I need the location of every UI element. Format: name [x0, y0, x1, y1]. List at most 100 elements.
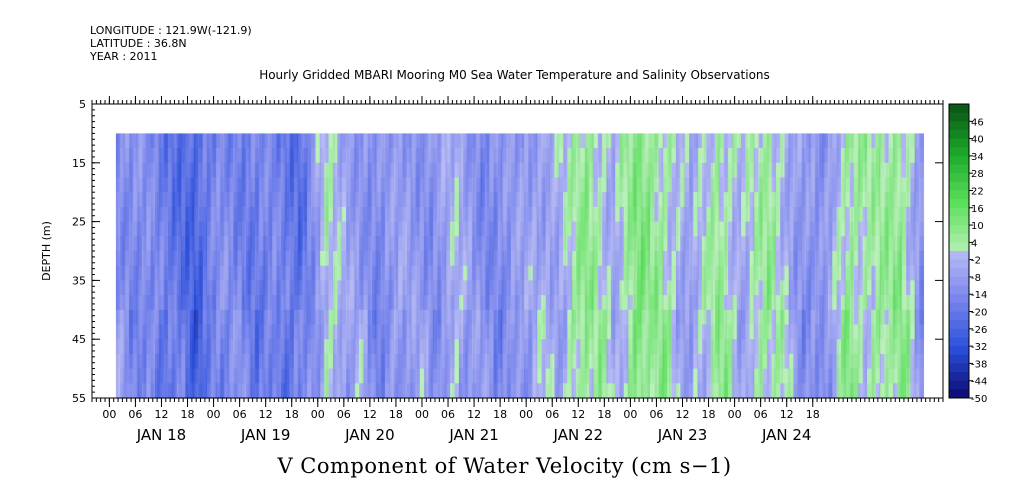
- colorbar-segment: [949, 190, 969, 200]
- colorbar-label: 28: [971, 169, 984, 180]
- colorbar-segment: [949, 155, 969, 166]
- colorbar-segment: [949, 242, 969, 252]
- x-tick-label: 18: [389, 408, 403, 421]
- colorbar-segment: [949, 320, 969, 330]
- x-tick-label: 00: [207, 408, 221, 421]
- x-tick-label: 06: [233, 408, 247, 421]
- chart-title: Hourly Gridded MBARI Mooring M0 Sea Wate…: [259, 68, 770, 82]
- x-tick-label: 18: [806, 408, 820, 421]
- y-tick-label: 35: [72, 274, 86, 287]
- colorbar-label: -14: [971, 290, 987, 301]
- colorbar-segment: [949, 294, 969, 304]
- x-tick-label: 06: [754, 408, 768, 421]
- x-tick-label: 06: [441, 408, 455, 421]
- colorbar-segment: [949, 285, 969, 295]
- heatmap-texture: [115, 133, 924, 398]
- x-tick-label: 06: [649, 408, 663, 421]
- colorbar-segment: [949, 380, 969, 390]
- x-day-label: JAN 23: [657, 426, 708, 444]
- main-label: V Component of Water Velocity (cm s−1): [277, 454, 732, 478]
- x-tick-label: 12: [467, 408, 481, 421]
- colorbar-segment: [949, 389, 969, 399]
- colorbar-segment: [949, 147, 969, 157]
- latitude-label: LATITUDE : 36.8N: [90, 37, 187, 50]
- x-day-label: JAN 18: [136, 426, 187, 444]
- x-tick-label: 18: [597, 408, 611, 421]
- x-tick-label: 00: [102, 408, 116, 421]
- colorbar-segment: [949, 173, 969, 183]
- colorbar-segment: [949, 216, 969, 226]
- colorbar-segment: [949, 181, 969, 191]
- year-label: YEAR : 2011: [90, 50, 158, 63]
- colorbar-segment: [949, 251, 969, 261]
- colorbar-label: -38: [971, 359, 987, 370]
- colorbar-segment: [949, 164, 969, 174]
- x-tick-label: 18: [702, 408, 716, 421]
- colorbar-label: -44: [971, 377, 987, 388]
- colorbar-label: -8: [971, 273, 981, 284]
- colorbar-segment: [949, 112, 969, 122]
- x-tick-label: 12: [780, 408, 794, 421]
- x-tick-label: 18: [493, 408, 507, 421]
- x-tick-label: 06: [128, 408, 142, 421]
- colorbar-label: -32: [971, 342, 987, 353]
- colorbar-segment: [949, 363, 969, 373]
- colorbar-label: 46: [971, 117, 984, 128]
- colorbar-segment: [949, 121, 969, 131]
- x-day-label: JAN 22: [553, 426, 604, 444]
- colorbar-label: 4: [971, 238, 977, 249]
- colorbar-label: -2: [971, 256, 981, 267]
- y-tick-label: 55: [72, 392, 86, 405]
- colorbar-segment: [949, 328, 969, 338]
- x-tick-label: 12: [259, 408, 273, 421]
- colorbar-label: 40: [971, 135, 984, 146]
- colorbar-label: -26: [971, 325, 987, 336]
- x-tick-label: 00: [728, 408, 742, 421]
- x-tick-label: 00: [311, 408, 325, 421]
- colorbar-label: -50: [971, 394, 987, 405]
- x-tick-label: 12: [154, 408, 168, 421]
- x-day-label: JAN 20: [344, 426, 395, 444]
- x-tick-label: 00: [519, 408, 533, 421]
- x-tick-label: 00: [623, 408, 637, 421]
- colorbar-segment: [949, 207, 969, 217]
- colorbar-segment: [949, 233, 969, 243]
- colorbar-segment: [949, 268, 969, 278]
- x-day-label: JAN 21: [448, 426, 499, 444]
- colorbar-segment: [949, 259, 969, 269]
- longitude-label: LONGITUDE : 121.9W(-121.9): [90, 24, 252, 37]
- colorbar-segment: [949, 104, 969, 114]
- colorbar-label: 34: [971, 152, 984, 163]
- x-tick-label: 12: [675, 408, 689, 421]
- x-day-label: JAN 19: [240, 426, 291, 444]
- x-tick-label: 12: [363, 408, 377, 421]
- x-day-label: JAN 24: [761, 426, 812, 444]
- colorbar-segment: [949, 346, 969, 356]
- x-tick-label: 06: [337, 408, 351, 421]
- colorbar-segment: [949, 311, 969, 321]
- colorbar-segment: [949, 302, 969, 313]
- x-tick-label: 18: [181, 408, 195, 421]
- colorbar-label: 22: [971, 186, 984, 197]
- y-tick-label: 15: [72, 157, 86, 170]
- colorbar-segment: [949, 199, 969, 209]
- colorbar-segment: [949, 138, 969, 148]
- colorbar-segment: [949, 225, 969, 235]
- colorbar-segment: [949, 372, 969, 382]
- x-tick-label: 00: [415, 408, 429, 421]
- x-tick-label: 18: [285, 408, 299, 421]
- colorbar-frame: [948, 103, 970, 399]
- colorbar-label: 16: [971, 204, 984, 215]
- y-axis-label: DEPTH (m): [40, 221, 53, 281]
- y-tick-label: 25: [72, 216, 86, 229]
- colorbar-label: 10: [971, 221, 984, 232]
- colorbar-segment: [949, 337, 969, 347]
- colorbar-segment: [949, 129, 969, 140]
- y-tick-label: 5: [79, 98, 86, 111]
- colorbar-segment: [949, 276, 969, 287]
- colorbar-segment: [949, 354, 969, 364]
- x-tick-label: 06: [545, 408, 559, 421]
- x-tick-label: 12: [571, 408, 585, 421]
- y-tick-label: 45: [72, 333, 86, 346]
